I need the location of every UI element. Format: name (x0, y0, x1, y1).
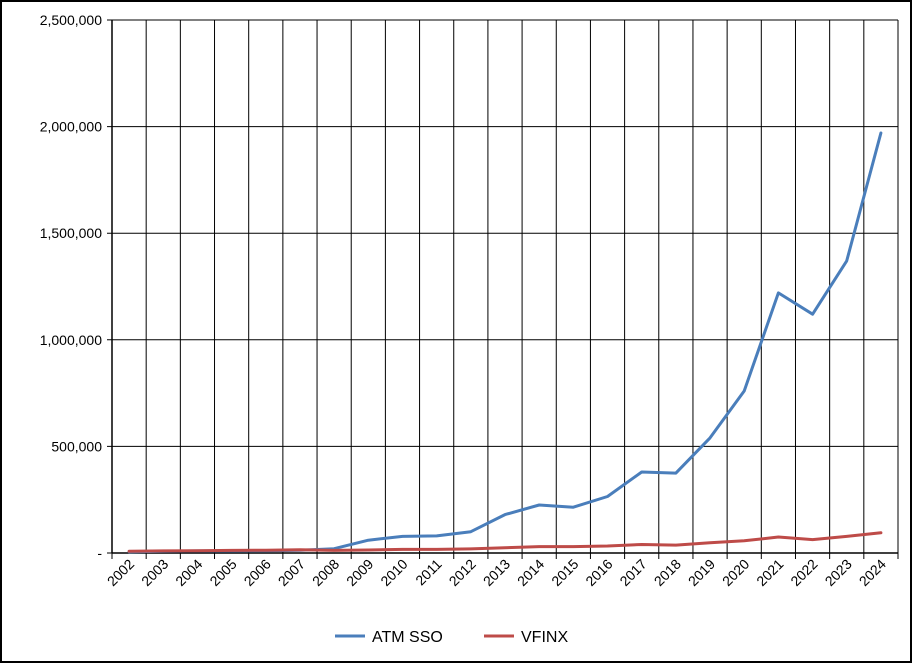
x-tick-label: 2014 (514, 556, 547, 589)
x-tick-label: 2011 (412, 556, 445, 589)
x-tick-label: 2003 (138, 556, 171, 589)
y-tick-label: 2,500,000 (40, 12, 102, 28)
x-tick-label: 2020 (719, 556, 752, 589)
y-tick-label: 1,500,000 (40, 225, 102, 241)
x-tick-label: 2023 (822, 556, 855, 589)
y-tick-label: 500,000 (51, 438, 102, 454)
grid (107, 19, 899, 554)
y-axis-ticks: - 500,000 1,000,000 1,500,000 2,000,000 2,500… (40, 12, 103, 561)
x-tick-label: 2010 (377, 556, 410, 589)
x-tick-label: 2021 (753, 556, 786, 589)
x-tick-label: 2022 (787, 556, 820, 589)
x-tick-label: 2009 (343, 556, 376, 589)
series-lines (127, 131, 883, 554)
x-tick-label: 2007 (275, 556, 308, 589)
axes (111, 20, 899, 559)
y-tick-label: 1,000,000 (40, 332, 102, 348)
x-tick-label: 2004 (172, 556, 205, 589)
x-tick-label: 2015 (548, 556, 581, 589)
x-tick-label: 2017 (616, 556, 649, 589)
series-line-atm-sso (127, 131, 883, 554)
legend: ATM SSO VFINX (335, 629, 568, 646)
series-line-vfinx (127, 531, 883, 553)
legend-label: VFINX (521, 629, 568, 646)
x-tick-label: 2019 (685, 556, 718, 589)
x-tick-label: 2013 (480, 556, 513, 589)
x-tick-label: 2008 (309, 556, 342, 589)
x-tick-label: 2024 (856, 556, 889, 589)
x-tick-label: 2012 (446, 556, 479, 589)
y-tick-label: 2,000,000 (40, 119, 102, 135)
y-tick-label: - (97, 545, 102, 561)
x-tick-label: 2005 (206, 556, 239, 589)
x-tick-label: 2006 (241, 556, 274, 589)
x-tick-label: 2016 (582, 556, 615, 589)
x-tick-label: 2018 (651, 556, 684, 589)
x-tick-label: 2002 (104, 556, 137, 589)
legend-label: ATM SSO (372, 629, 443, 646)
x-axis-ticks: 2002 2003 2004 2005 2006 2007 2008 2009 2010 2011… (104, 556, 889, 589)
